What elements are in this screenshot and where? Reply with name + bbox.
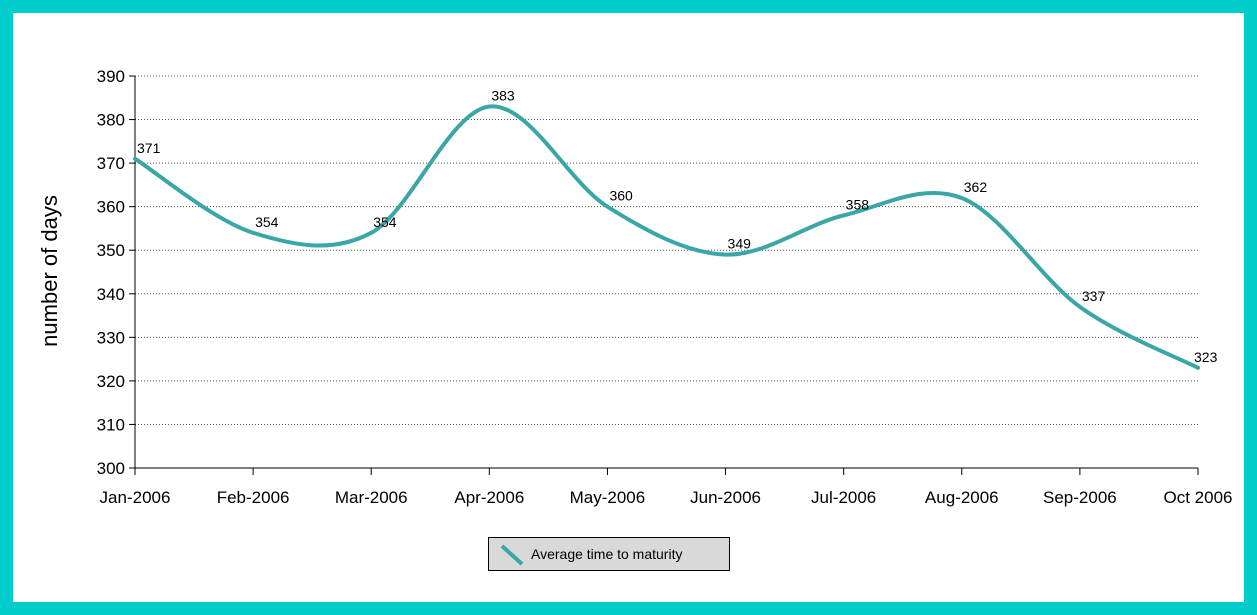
x-tick-label: Aug-2006	[925, 488, 999, 507]
y-tick-label: 370	[97, 154, 125, 173]
data-label: 323	[1194, 349, 1218, 365]
y-tick-label: 320	[97, 372, 125, 391]
data-point	[488, 105, 490, 107]
data-label: 360	[609, 188, 633, 204]
data-label: 349	[728, 236, 752, 252]
y-tick-label: 390	[97, 67, 125, 86]
data-label: 354	[373, 214, 397, 230]
y-tick-label: 310	[97, 415, 125, 434]
legend-label: Average time to maturity	[531, 546, 683, 562]
x-tick-label: Jun-2006	[690, 488, 761, 507]
data-labels: 371 354 354 383 360 349 358 362 337 323	[137, 87, 1218, 364]
data-point	[1079, 306, 1081, 308]
chart-frame: 300 310 320 330 340 350 360 370 380 390 Jan-2006 Fe…	[13, 13, 1244, 602]
data-label: 358	[846, 196, 870, 212]
data-point	[1197, 367, 1199, 369]
y-tick-label: 360	[97, 198, 125, 217]
data-point	[843, 214, 845, 216]
x-tick-label: Jan-2006	[100, 488, 171, 507]
data-point	[961, 197, 963, 199]
data-label: 337	[1082, 288, 1106, 304]
x-tick-label: Sep-2006	[1043, 488, 1117, 507]
legend: Average time to maturity	[488, 537, 730, 571]
x-tick-label: Jul-2006	[811, 488, 876, 507]
y-tick-label: 330	[97, 328, 125, 347]
data-point	[725, 254, 727, 256]
x-tick-label: Oct 2006	[1164, 488, 1233, 507]
data-label: 362	[964, 179, 988, 195]
gridlines	[135, 75, 1198, 425]
axes: 300 310 320 330 340 350 360 370 380 390 Jan-2006 Fe…	[97, 67, 1233, 507]
x-tick-label: Apr-2006	[454, 488, 524, 507]
x-tick-label: Feb-2006	[217, 488, 290, 507]
series-layer	[133, 104, 1200, 370]
series-line	[133, 104, 1200, 370]
data-point	[370, 232, 372, 234]
y-axis-title: number of days	[37, 195, 62, 347]
data-label: 383	[491, 87, 515, 103]
legend-swatch-icon	[500, 544, 524, 566]
data-point	[134, 158, 136, 160]
y-tick-label: 350	[97, 241, 125, 260]
data-point	[606, 206, 608, 208]
y-tick-label: 300	[97, 459, 125, 478]
x-tick-label: Mar-2006	[335, 488, 408, 507]
data-label: 354	[255, 214, 279, 230]
y-tick-label: 340	[97, 285, 125, 304]
x-tick-label: May-2006	[570, 488, 646, 507]
y-tick-label: 380	[97, 111, 125, 130]
data-label: 371	[137, 140, 161, 156]
line-chart: 300 310 320 330 340 350 360 370 380 390 Jan-2006 Fe…	[37, 67, 1233, 507]
data-point	[252, 232, 254, 234]
